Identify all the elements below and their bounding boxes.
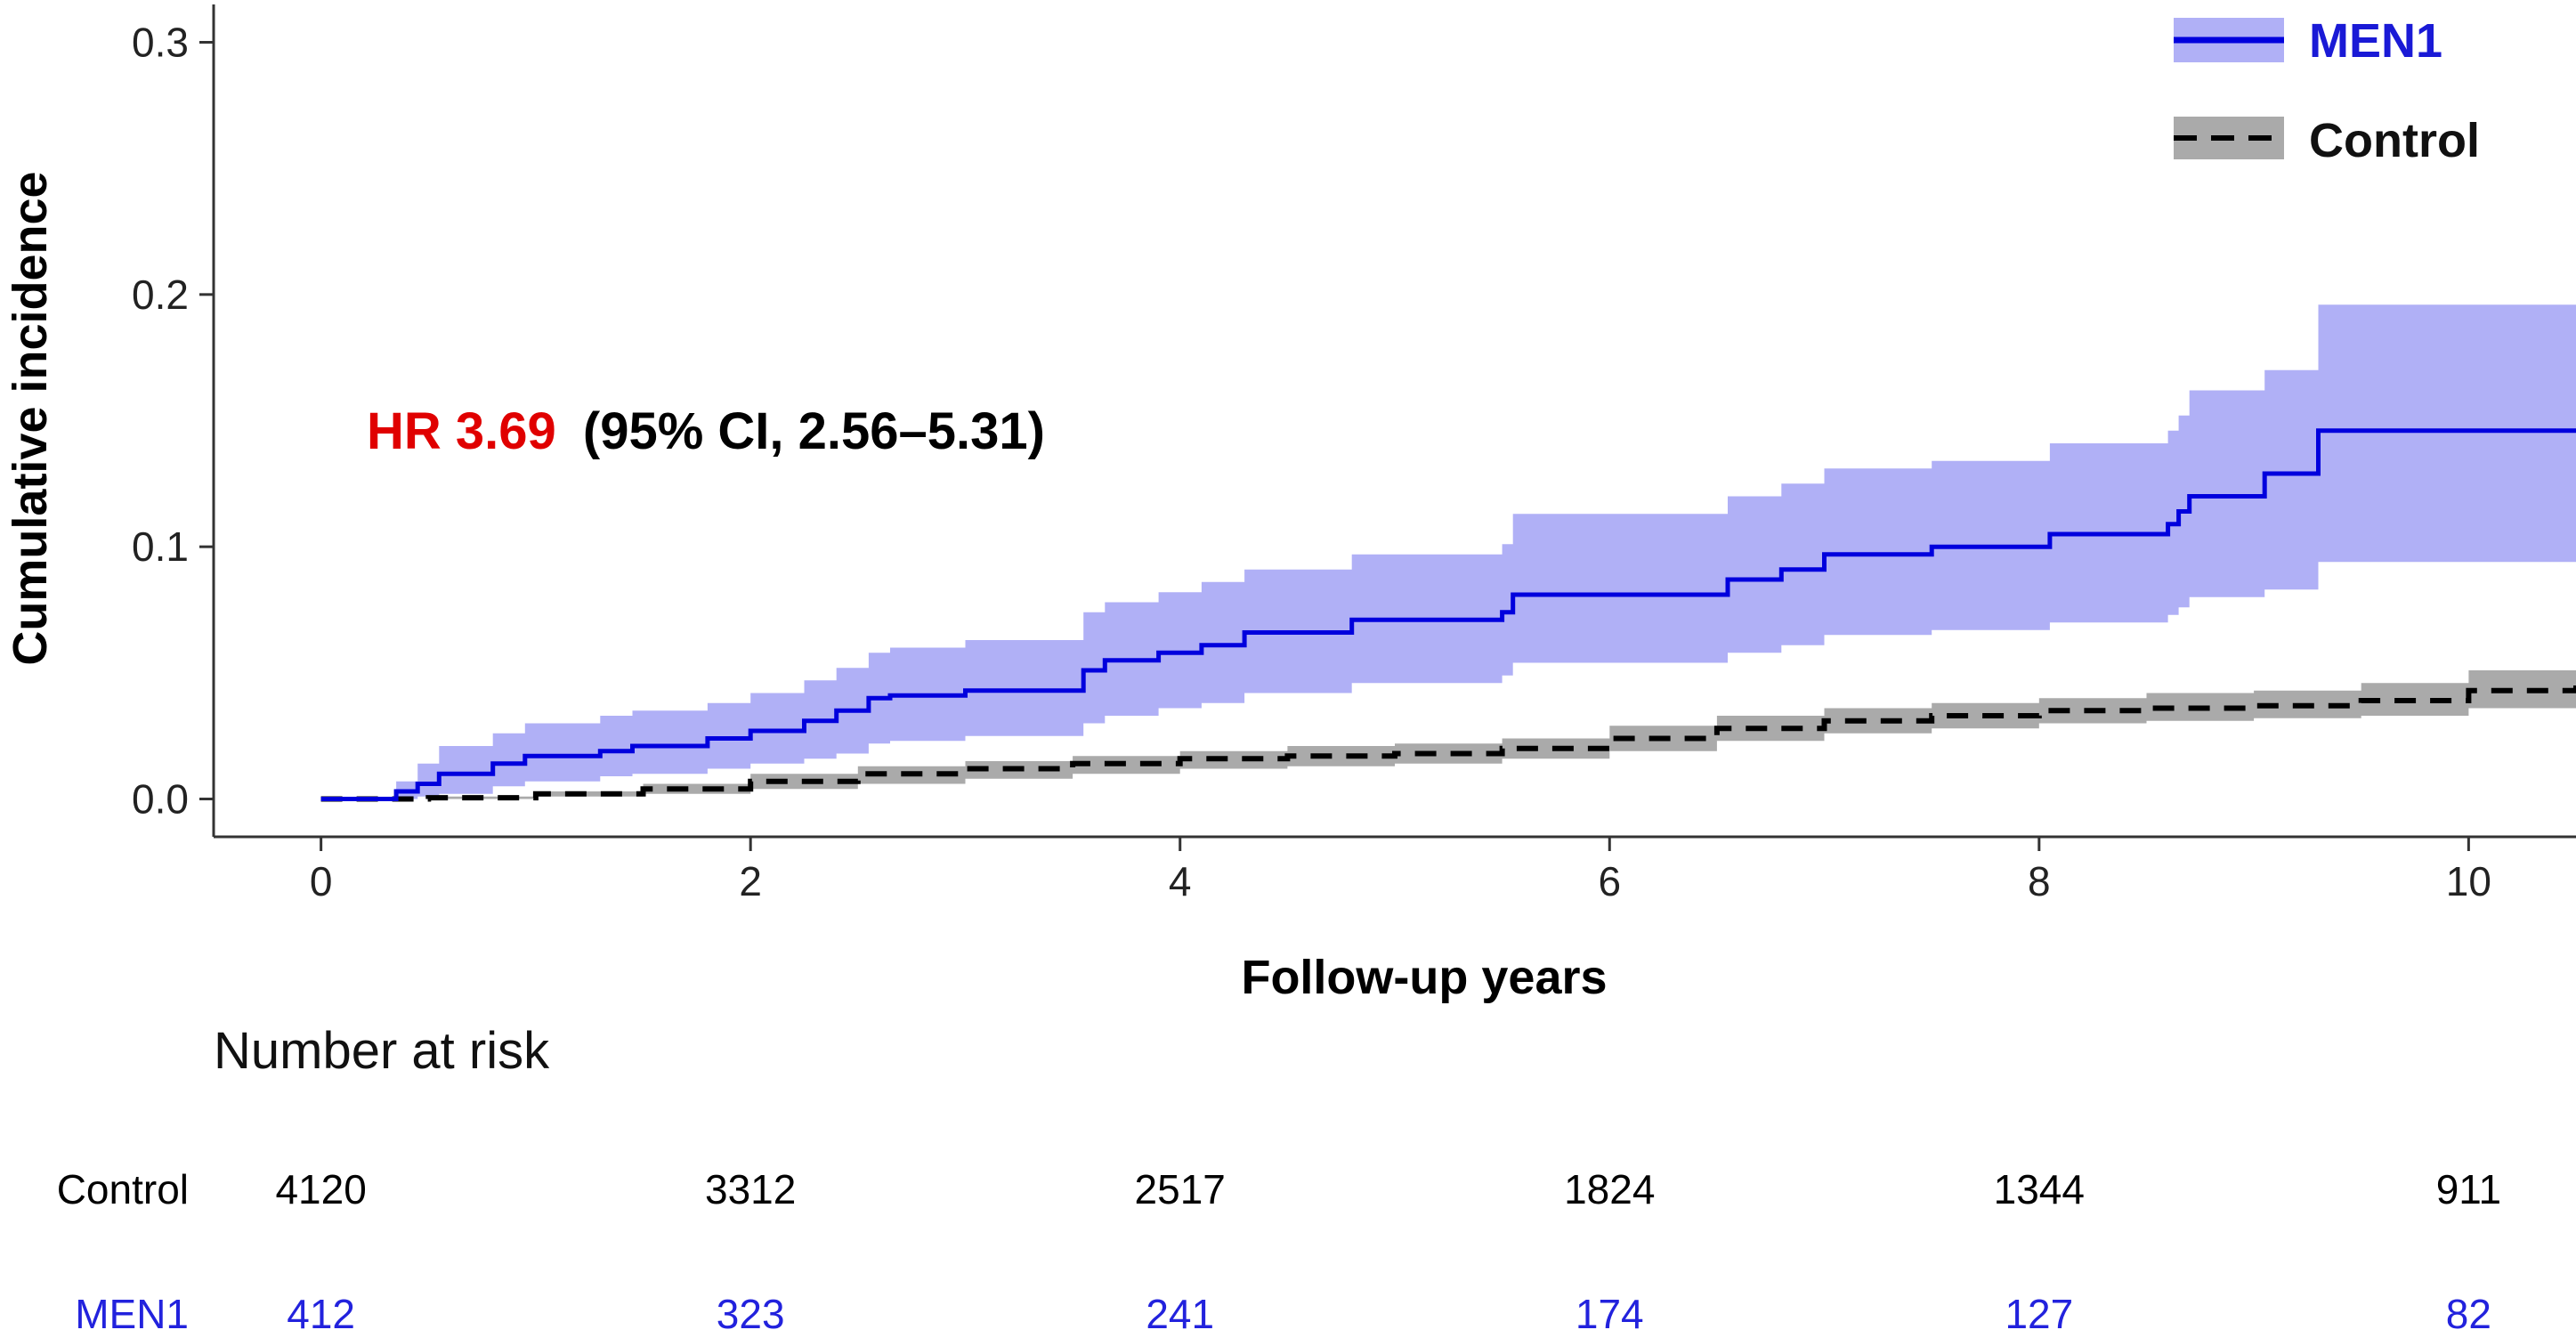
legend-men1-label: MEN1 <box>2309 14 2442 68</box>
risk-table-values: 4120 3312 2517 1824 1344 911 412 323 241 174 127 82 <box>275 1166 2501 1337</box>
risk-value-control: 1824 <box>1564 1166 1655 1212</box>
x-tick-label: 2 <box>739 858 762 904</box>
risk-value-men1: 241 <box>1146 1291 1214 1337</box>
risk-value-men1: 174 <box>1576 1291 1644 1337</box>
risk-value-men1: 412 <box>287 1291 355 1337</box>
risk-value-men1: 82 <box>2446 1291 2491 1337</box>
men1-incidence-curve <box>320 428 2576 801</box>
risk-row-label-men1: MEN1 <box>75 1291 189 1337</box>
risk-value-men1: 323 <box>717 1291 785 1337</box>
x-tick-label: 8 <box>2028 858 2051 904</box>
risk-value-control: 2517 <box>1135 1166 1226 1212</box>
men1-ci-band <box>320 304 2576 799</box>
x-axis-ticks: 0 2 4 6 8 10 <box>310 837 2491 904</box>
risk-value-men1: 127 <box>2005 1291 2073 1337</box>
risk-table-title: Number at risk <box>214 1022 550 1080</box>
risk-row-label-control: Control <box>57 1166 189 1212</box>
risk-value-control: 1344 <box>1994 1166 2085 1212</box>
risk-value-control: 4120 <box>275 1166 366 1212</box>
legend-control-label: Control <box>2309 114 2480 167</box>
number-at-risk-table: Number at risk Control MEN1 4120 3312 2517… <box>57 1022 2501 1337</box>
y-tick-label: 0.3 <box>132 20 189 66</box>
hazard-ratio-value: HR 3.69 <box>367 402 556 460</box>
risk-value-control: 3312 <box>705 1166 796 1212</box>
x-tick-label: 4 <box>1169 858 1192 904</box>
y-axis-label: Cumulative incidence <box>4 171 57 665</box>
x-tick-label: 0 <box>310 858 333 904</box>
plot-area: 0.0 0.1 0.2 0.3 0 2 4 6 8 10 <box>132 4 2576 904</box>
risk-value-control: 911 <box>2436 1166 2501 1212</box>
y-tick-label: 0.2 <box>132 272 189 318</box>
hazard-ratio-ci: (95% CI, 2.56–5.31) <box>583 402 1045 460</box>
hazard-ratio-annotation: HR 3.69 (95% CI, 2.56–5.31) <box>367 402 1045 460</box>
legend: MEN1 Control <box>2174 14 2480 167</box>
incidence-curves <box>320 428 2576 802</box>
y-tick-label: 0.1 <box>132 523 189 570</box>
control-incidence-curve <box>320 685 2576 802</box>
x-axis-label: Follow-up years <box>1241 951 1607 1004</box>
y-tick-label: 0.0 <box>132 776 189 823</box>
x-tick-label: 6 <box>1598 858 1621 904</box>
y-axis-ticks: 0.0 0.1 0.2 0.3 <box>132 20 214 823</box>
x-tick-label: 10 <box>2446 858 2491 904</box>
confidence-bands <box>320 304 2576 799</box>
